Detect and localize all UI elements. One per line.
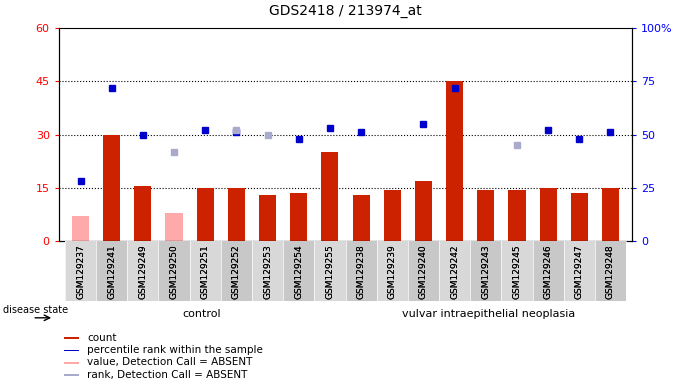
Text: GSM129255: GSM129255 [325,244,334,299]
Text: GSM129253: GSM129253 [263,244,272,299]
Bar [314,241,346,301]
Bar [259,195,276,241]
Text: vulvar intraepithelial neoplasia: vulvar intraepithelial neoplasia [402,310,576,319]
Bar [72,216,89,241]
Bar [197,188,214,241]
Bar [290,193,307,241]
Bar [384,190,401,241]
Bar [564,241,595,301]
Text: GSM129241: GSM129241 [107,244,116,299]
Bar [64,337,79,339]
Text: GSM129237: GSM129237 [76,244,85,299]
Text: GSM129239: GSM129239 [388,244,397,299]
Text: GSM129250: GSM129250 [169,244,178,299]
Text: rank, Detection Call = ABSENT: rank, Detection Call = ABSENT [87,369,248,379]
Bar [509,190,526,241]
Bar [165,213,182,241]
Bar [446,81,463,241]
Bar [470,241,502,301]
Bar [189,241,221,301]
Bar [477,190,494,241]
Text: GSM129237: GSM129237 [76,244,85,299]
Text: GSM129245: GSM129245 [513,244,522,299]
Text: GSM129251: GSM129251 [200,244,210,299]
Text: GSM129245: GSM129245 [513,244,522,299]
Bar [571,193,588,241]
Text: disease state: disease state [3,305,68,315]
Bar [64,374,79,376]
Bar [377,241,408,301]
Text: GSM129247: GSM129247 [575,244,584,299]
Bar [65,241,96,301]
Bar [595,241,626,301]
Text: GSM129240: GSM129240 [419,244,428,299]
Text: GSM129252: GSM129252 [232,244,241,299]
Text: GSM129240: GSM129240 [419,244,428,299]
Bar [103,135,120,241]
Text: count: count [87,333,117,343]
Text: GSM129243: GSM129243 [481,244,491,299]
Bar [158,241,189,301]
Text: GSM129238: GSM129238 [357,244,366,299]
Bar [502,241,533,301]
Text: GSM129246: GSM129246 [544,244,553,299]
Text: GSM129255: GSM129255 [325,244,334,299]
Text: GSM129253: GSM129253 [263,244,272,299]
Bar [64,349,79,351]
Bar [540,188,557,241]
Text: GSM129251: GSM129251 [200,244,210,299]
Text: GSM129242: GSM129242 [450,244,459,299]
Text: GSM129254: GSM129254 [294,244,303,299]
Text: GSM129246: GSM129246 [544,244,553,299]
Text: GSM129254: GSM129254 [294,244,303,299]
Bar [96,241,127,301]
Text: GDS2418 / 213974_at: GDS2418 / 213974_at [269,5,422,18]
Bar [415,181,432,241]
Text: value, Detection Call = ABSENT: value, Detection Call = ABSENT [87,357,253,367]
Bar [134,186,151,241]
Bar [64,362,79,364]
Bar [252,241,283,301]
Text: GSM129249: GSM129249 [138,244,147,299]
Text: GSM129248: GSM129248 [606,244,615,299]
Bar [602,188,619,241]
Bar [439,241,470,301]
Text: GSM129249: GSM129249 [138,244,147,299]
Bar [352,195,370,241]
Text: percentile rank within the sample: percentile rank within the sample [87,345,263,355]
Text: GSM129250: GSM129250 [169,244,178,299]
Text: GSM129248: GSM129248 [606,244,615,299]
Bar [321,152,339,241]
Text: GSM129243: GSM129243 [481,244,491,299]
Bar [283,241,314,301]
Text: GSM129239: GSM129239 [388,244,397,299]
Text: GSM129238: GSM129238 [357,244,366,299]
Text: control: control [183,310,221,319]
Bar [228,188,245,241]
Text: GSM129241: GSM129241 [107,244,116,299]
Text: GSM129242: GSM129242 [450,244,459,299]
Bar [408,241,439,301]
Bar [346,241,377,301]
Text: GSM129247: GSM129247 [575,244,584,299]
Bar [221,241,252,301]
Bar [533,241,564,301]
Text: GSM129252: GSM129252 [232,244,241,299]
Bar [127,241,158,301]
